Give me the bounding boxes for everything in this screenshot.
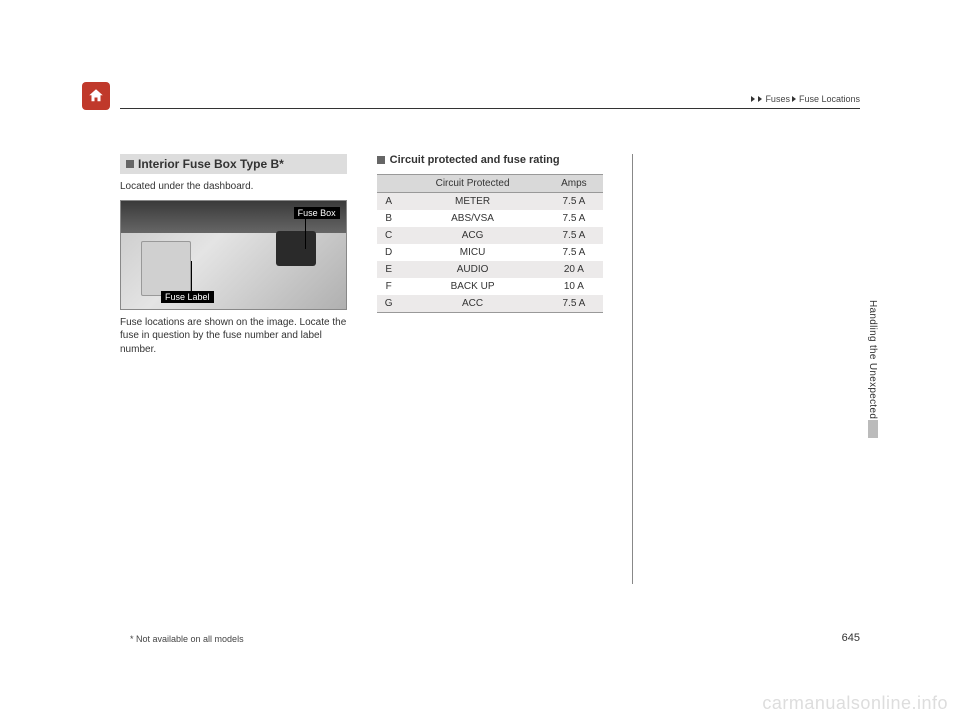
photo-panel-shape — [141, 241, 191, 296]
content-columns: Interior Fuse Box Type B* Located under … — [120, 154, 860, 356]
col-circuit: Circuit Protected — [401, 175, 545, 193]
callout-fuselabel: Fuse Label — [161, 291, 214, 303]
table-row: E AUDIO 20 A — [377, 261, 604, 278]
table-heading-text: Circuit protected and fuse rating — [390, 154, 560, 166]
column-right — [633, 154, 860, 356]
table-row: G ACC 7.5 A — [377, 295, 604, 313]
column-middle: Circuit protected and fuse rating Circui… — [377, 154, 604, 356]
cell-circuit: BACK UP — [401, 278, 545, 295]
cell-circuit: METER — [401, 193, 545, 211]
description-text: Fuse locations are shown on the image. L… — [120, 316, 347, 357]
chevron-right-icon — [751, 96, 755, 102]
col-amps: Amps — [544, 175, 603, 193]
photo-fusebox-shape — [276, 231, 316, 266]
breadcrumb: Fuses Fuse Locations — [751, 94, 860, 104]
table-heading: Circuit protected and fuse rating — [377, 154, 604, 166]
cell-letter: E — [377, 261, 401, 278]
square-bullet-icon — [377, 156, 385, 164]
fuse-table: Circuit Protected Amps A METER 7.5 A B A… — [377, 174, 604, 313]
col-letter — [377, 175, 401, 193]
section-heading: Interior Fuse Box Type B* — [120, 154, 347, 174]
table-header-row: Circuit Protected Amps — [377, 175, 604, 193]
chevron-right-icon — [792, 96, 796, 102]
cell-amps: 7.5 A — [544, 193, 603, 211]
cell-letter: B — [377, 210, 401, 227]
footnote: * Not available on all models — [130, 634, 244, 644]
chevron-right-icon — [758, 96, 762, 102]
header-rule — [120, 108, 860, 109]
cell-circuit: AUDIO — [401, 261, 545, 278]
cell-amps: 7.5 A — [544, 227, 603, 244]
column-left: Interior Fuse Box Type B* Located under … — [120, 154, 347, 356]
fusebox-photo: Fuse Box Fuse Label — [120, 200, 347, 310]
chapter-tab — [868, 420, 878, 438]
table-row: D MICU 7.5 A — [377, 244, 604, 261]
table-row: A METER 7.5 A — [377, 193, 604, 211]
cell-circuit: ACC — [401, 295, 545, 313]
cell-letter: C — [377, 227, 401, 244]
table-row: F BACK UP 10 A — [377, 278, 604, 295]
cell-amps: 7.5 A — [544, 244, 603, 261]
leader-line — [305, 219, 306, 249]
intro-text: Located under the dashboard. — [120, 180, 347, 194]
cell-letter: A — [377, 193, 401, 211]
square-bullet-icon — [126, 160, 134, 168]
cell-letter: F — [377, 278, 401, 295]
breadcrumb-current: Fuse Locations — [799, 94, 860, 104]
section-title-text: Interior Fuse Box Type B* — [138, 157, 284, 171]
cell-letter: G — [377, 295, 401, 313]
home-icon[interactable] — [82, 82, 110, 110]
cell-circuit: ABS/VSA — [401, 210, 545, 227]
table-row: C ACG 7.5 A — [377, 227, 604, 244]
chapter-label: Handling the Unexpected — [867, 300, 878, 419]
table-row: B ABS/VSA 7.5 A — [377, 210, 604, 227]
cell-circuit: MICU — [401, 244, 545, 261]
callout-fusebox: Fuse Box — [294, 207, 340, 219]
leader-line — [191, 261, 192, 291]
cell-circuit: ACG — [401, 227, 545, 244]
cell-amps: 10 A — [544, 278, 603, 295]
column-divider — [632, 154, 633, 584]
cell-amps: 7.5 A — [544, 210, 603, 227]
watermark: carmanualsonline.info — [762, 693, 948, 714]
cell-amps: 7.5 A — [544, 295, 603, 313]
breadcrumb-parent: Fuses — [765, 94, 790, 104]
cell-letter: D — [377, 244, 401, 261]
cell-amps: 20 A — [544, 261, 603, 278]
page-number: 645 — [842, 632, 860, 644]
